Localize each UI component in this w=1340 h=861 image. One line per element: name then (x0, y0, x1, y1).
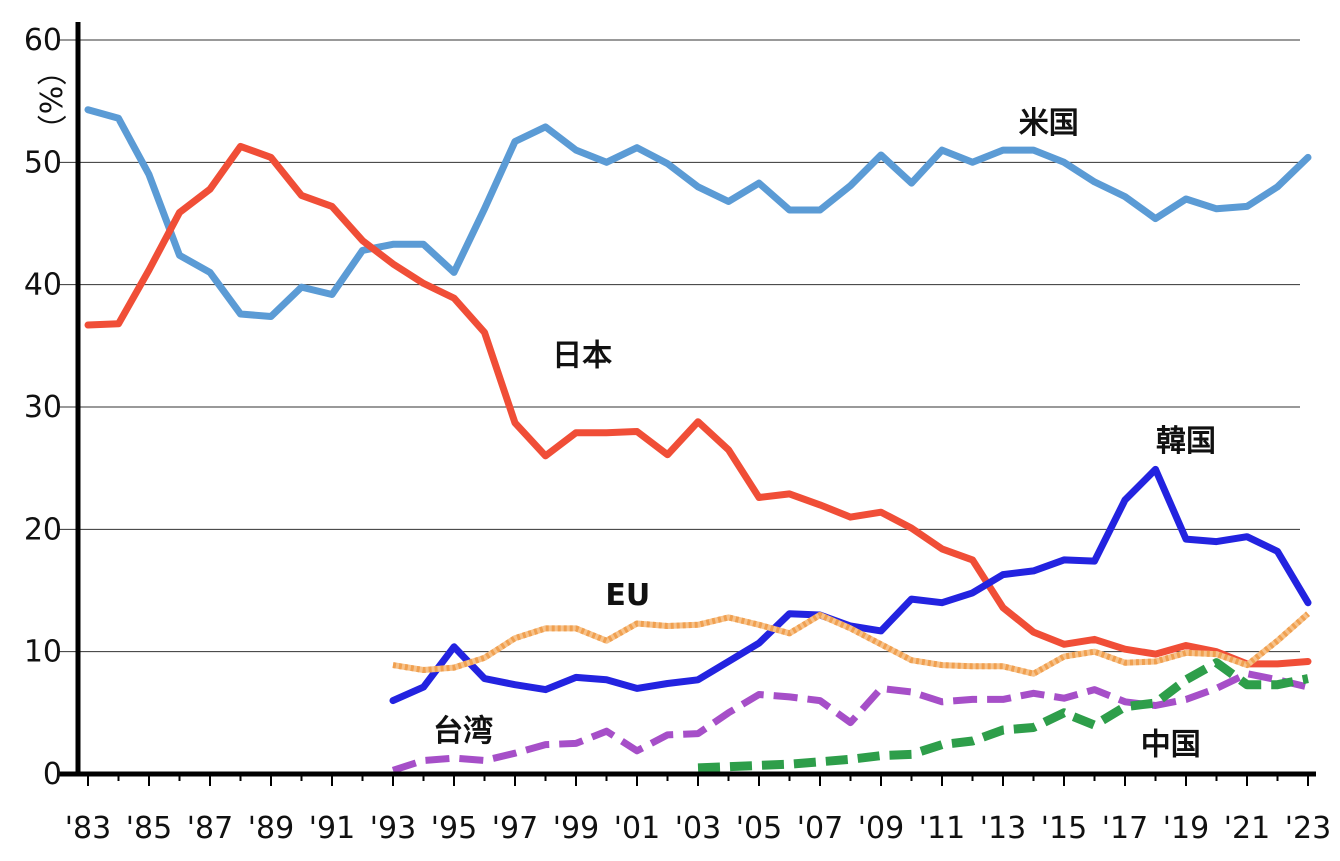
x-tick-label: '91 (309, 811, 355, 846)
gridlines (58, 39, 1300, 653)
x-tick-labels: '83 '85 '87 '89 '91 '93 '95 '97 '99 '01 '03 '05 '07 '… (65, 811, 1331, 846)
x-tick-label: '93 (370, 811, 416, 846)
series-line-1 (84, 142, 1312, 668)
x-tick-label: '19 (1163, 811, 1209, 846)
series-lines (84, 106, 1312, 774)
series-label-0: 米国 (1019, 106, 1079, 141)
series-label-4: 台湾 (433, 714, 493, 749)
series-line-4 (391, 670, 1309, 774)
x-tick-label: '01 (614, 811, 660, 846)
x-tick-label: '11 (919, 811, 965, 846)
axes (58, 22, 1316, 786)
x-tick-label: '17 (1102, 811, 1148, 846)
y-tick-label: 50 (24, 145, 62, 180)
series-label-2: 韓国 (1156, 424, 1216, 459)
x-tick-label: '89 (248, 811, 294, 846)
x-tick-label: '05 (736, 811, 782, 846)
series-label-5: 中国 (1141, 727, 1201, 762)
x-tick-label: '83 (65, 811, 111, 846)
x-tick-label: '97 (492, 811, 538, 846)
series-line-0 (84, 106, 1312, 320)
x-tick-label: '95 (431, 811, 477, 846)
y-tick-label: 30 (24, 390, 62, 425)
x-tick-label: '99 (553, 811, 599, 846)
x-tick-label: '03 (675, 811, 721, 846)
series-label-3: EU (605, 578, 650, 613)
y-tick-labels: 0 10 20 30 40 50 60 (24, 23, 62, 792)
y-tick-label: 40 (24, 268, 62, 303)
x-tick-label: '15 (1041, 811, 1087, 846)
x-tick-label: '23 (1285, 811, 1331, 846)
x-tick-label: '21 (1224, 811, 1270, 846)
x-tick-label: '07 (797, 811, 843, 846)
x-tick-label: '87 (187, 811, 233, 846)
y-tick-label: 10 (24, 635, 62, 670)
y-tick-label: 0 (43, 757, 62, 792)
series-line-3 (392, 611, 1310, 677)
y-axis-unit-label: （%） (32, 56, 67, 145)
x-tick-label: '13 (980, 811, 1026, 846)
series-label-1: 日本 (552, 338, 612, 373)
series-line-5 (697, 658, 1309, 773)
x-tick-label: '85 (126, 811, 172, 846)
y-tick-label: 20 (24, 512, 62, 547)
y-tick-label: 60 (24, 23, 62, 58)
x-tick-label: '09 (858, 811, 904, 846)
series-line-2 (389, 465, 1312, 705)
